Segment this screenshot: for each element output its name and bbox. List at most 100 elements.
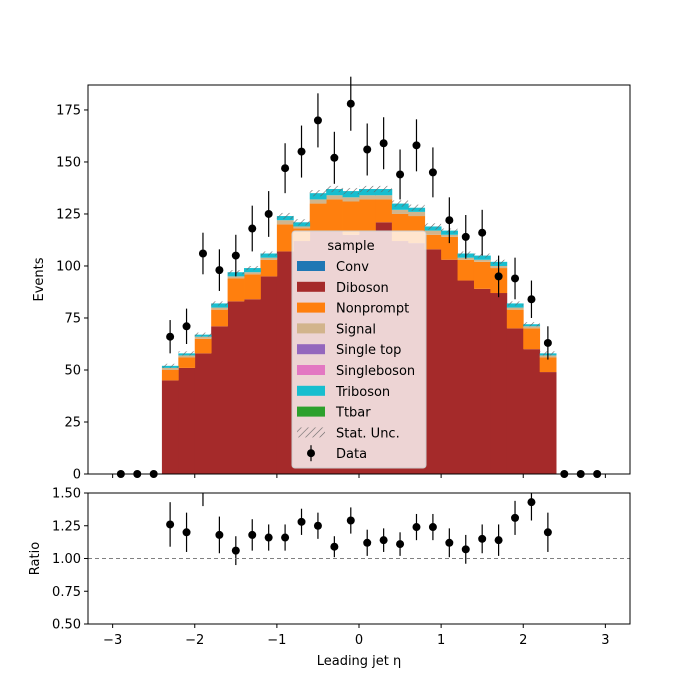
bar-nonprompt-7 bbox=[276, 224, 294, 252]
bar-diboson-21 bbox=[506, 328, 524, 474]
legend-swatch-6 bbox=[297, 385, 325, 396]
bar-nonprompt-9 bbox=[309, 203, 327, 231]
bar-nonprompt-17 bbox=[441, 236, 458, 260]
x-tick-label-6: 3 bbox=[601, 633, 609, 648]
ratio-point-2 bbox=[199, 482, 207, 490]
bar-nonprompt-1 bbox=[178, 357, 196, 368]
data-point-22 bbox=[478, 228, 487, 237]
legend-label-4: Single top bbox=[336, 343, 401, 358]
bar-diboson-5 bbox=[244, 299, 261, 474]
stat-unc-band-3 bbox=[211, 301, 228, 306]
bar-diboson-16 bbox=[424, 249, 442, 474]
bar-nonprompt-12 bbox=[359, 199, 376, 231]
ratio-point-17 bbox=[445, 538, 454, 547]
data-point-5 bbox=[198, 249, 207, 258]
data-point-15 bbox=[363, 145, 372, 154]
ratio-point-16 bbox=[428, 523, 437, 532]
legend-label-0: Conv bbox=[336, 260, 369, 275]
ratio-point-15 bbox=[412, 523, 421, 532]
ratio-point-14 bbox=[396, 540, 405, 549]
legend-label-3: Signal bbox=[336, 322, 376, 337]
legend-label-9: Data bbox=[336, 447, 367, 462]
data-point-7 bbox=[231, 251, 240, 260]
bar-signal-21 bbox=[506, 307, 524, 310]
ratio-point-10 bbox=[330, 542, 339, 551]
stat-unc-band-14 bbox=[391, 200, 409, 207]
stat-unc-band-7 bbox=[276, 212, 294, 220]
y-tick-label-50: 50 bbox=[64, 363, 81, 378]
bar-signal-12 bbox=[359, 195, 376, 200]
legend-swatch-0 bbox=[297, 261, 325, 271]
ratio-point-7 bbox=[281, 533, 290, 542]
legend-swatch-3 bbox=[297, 323, 325, 334]
ratio-y-tick-label-0: 0.50 bbox=[52, 618, 81, 633]
data-point-13 bbox=[330, 153, 339, 162]
ratio-point-22 bbox=[527, 498, 536, 507]
x-tick-label-0: −3 bbox=[103, 633, 122, 648]
ratio-point-19 bbox=[478, 534, 487, 543]
stat-unc-band-16 bbox=[424, 223, 442, 230]
ratio-point-1 bbox=[182, 528, 191, 537]
ratio-plot-panel: 0.50 0.75 1.00 1.25 1.50 −3 −2 −1 0 1 2 3 Leading je… bbox=[28, 482, 631, 669]
bar-diboson-22 bbox=[523, 349, 541, 474]
bar-signal-0 bbox=[161, 367, 179, 370]
bar-nonprompt-16 bbox=[424, 234, 442, 250]
data-point-14 bbox=[346, 99, 355, 108]
data-point-19 bbox=[428, 168, 437, 177]
bar-nonprompt-18 bbox=[457, 259, 475, 281]
data-point-12 bbox=[313, 116, 322, 125]
bar-nonprompt-4 bbox=[227, 278, 245, 302]
bar-nonprompt-22 bbox=[523, 328, 541, 350]
bar-nonprompt-21 bbox=[506, 309, 524, 329]
x-tick-label-2: −1 bbox=[267, 633, 286, 648]
bar-nonprompt-11 bbox=[342, 201, 360, 235]
ratio-points-group bbox=[166, 482, 552, 566]
bar-nonprompt-5 bbox=[244, 274, 261, 300]
ratio-point-20 bbox=[494, 536, 503, 545]
y-tick-label-75: 75 bbox=[64, 311, 81, 326]
bar-signal-16 bbox=[424, 230, 442, 235]
ratio-point-4 bbox=[231, 546, 240, 555]
x-tick-label-1: −2 bbox=[185, 633, 204, 648]
data-point-8 bbox=[248, 224, 257, 233]
stat-unc-band-8 bbox=[293, 219, 310, 226]
x-tick-label-5: 2 bbox=[519, 633, 527, 648]
y-tick-label-150: 150 bbox=[56, 155, 81, 170]
ratio-point-3 bbox=[215, 530, 224, 539]
data-point-4 bbox=[182, 322, 191, 331]
bar-nonprompt-10 bbox=[326, 199, 343, 231]
data-point-18 bbox=[412, 141, 421, 150]
data-point-3 bbox=[166, 332, 175, 341]
data-point-23 bbox=[494, 272, 503, 281]
bar-diboson-2 bbox=[194, 353, 212, 474]
bar-diboson-17 bbox=[441, 259, 458, 474]
bar-diboson-3 bbox=[211, 326, 228, 474]
legend-label-7: Ttbar bbox=[335, 406, 371, 421]
bar-nonprompt-3 bbox=[211, 309, 228, 327]
y-tick-label-100: 100 bbox=[56, 259, 81, 274]
data-point-16 bbox=[379, 139, 388, 148]
stat-unc-band-21 bbox=[506, 301, 524, 306]
ratio-point-13 bbox=[379, 536, 388, 545]
legend-swatch-7 bbox=[297, 406, 325, 417]
stat-unc-band-6 bbox=[260, 251, 277, 256]
bar-signal-13 bbox=[375, 195, 393, 200]
ratio-point-23 bbox=[543, 528, 552, 537]
bar-diboson-0 bbox=[161, 380, 179, 474]
legend-swatch-5 bbox=[297, 365, 325, 375]
y-tick-label-0: 0 bbox=[73, 468, 81, 483]
ratio-point-12 bbox=[363, 538, 372, 547]
legend-swatch-stat-unc bbox=[297, 427, 325, 438]
bar-signal-10 bbox=[326, 195, 343, 200]
bar-diboson-4 bbox=[227, 301, 245, 474]
ratio-point-21 bbox=[511, 513, 520, 522]
data-point-17 bbox=[396, 170, 405, 179]
legend-title: sample bbox=[327, 239, 374, 254]
bar-signal-5 bbox=[244, 272, 261, 275]
data-point-10 bbox=[281, 164, 290, 173]
stat-unc-band-10 bbox=[326, 185, 343, 193]
y-axis-label: Events bbox=[32, 257, 47, 301]
data-point-11 bbox=[297, 147, 306, 156]
bar-signal-4 bbox=[227, 276, 245, 279]
stat-unc-band-9 bbox=[309, 190, 327, 197]
